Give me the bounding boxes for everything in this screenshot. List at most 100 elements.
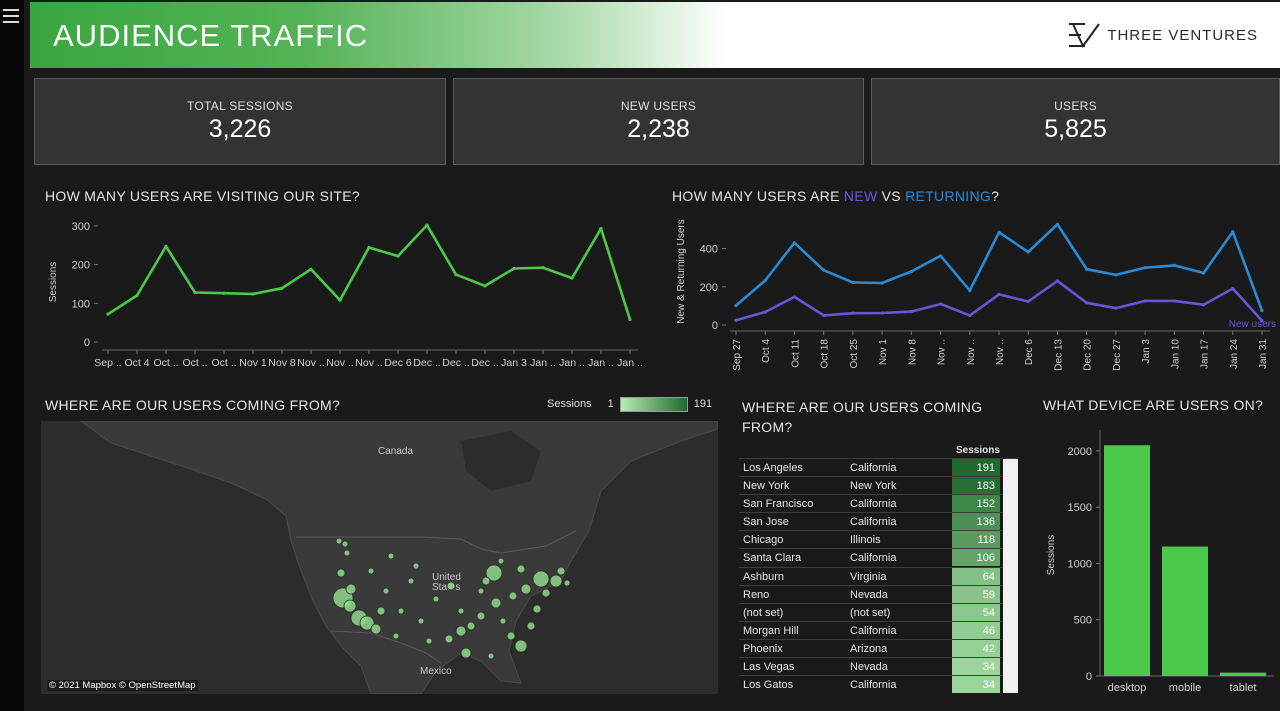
y-tick-label: 200 (700, 282, 718, 294)
hamburger-menu-icon[interactable] (3, 9, 19, 23)
table-row[interactable]: New York New York 183 (739, 476, 1018, 495)
data-point (909, 269, 913, 274)
cell-state: Nevada (850, 661, 888, 674)
cell-city: Phoenix (743, 642, 783, 655)
cell-sessions: 191 (952, 459, 1000, 476)
data-point (251, 292, 255, 296)
x-tick-label: Nov .. (995, 339, 1006, 365)
cell-sessions: 46 (952, 621, 1000, 639)
city-dot (514, 639, 528, 653)
data-point (628, 317, 632, 322)
city-dot (556, 566, 566, 576)
table-row[interactable]: Phoenix Arizona 42 (739, 638, 1018, 657)
table-row[interactable]: Los Gatos California 34 (739, 675, 1018, 694)
table-row[interactable]: Las Vegas Nevada 34 (739, 657, 1018, 676)
data-point (1172, 263, 1176, 267)
kpi-users: USERS 5,825 (871, 78, 1280, 165)
x-tick-label: Dec 6 (384, 357, 412, 369)
x-tick-label: Jan 3 (1141, 339, 1152, 364)
table-header-row: Sessions (739, 444, 1018, 458)
y-axis-title: Sessions (1046, 535, 1057, 576)
data-point (1231, 286, 1235, 291)
map-legend: Sessions 1 191 (547, 396, 712, 412)
data-point (851, 311, 855, 315)
city-dot (392, 632, 400, 640)
x-tick-label: Dec 20 (1083, 339, 1094, 371)
city-dot (444, 634, 454, 644)
cell-city: New York (743, 480, 790, 493)
table-row[interactable]: (not set) (not set) 54 (739, 602, 1018, 621)
data-point (1055, 279, 1060, 283)
table-row[interactable]: Morgan Hill California 46 (739, 620, 1018, 639)
city-dot (549, 574, 563, 588)
cell-sessions: 59 (952, 585, 1000, 603)
geo-table-title: WHERE ARE OUR USERS COMING FROM? (742, 399, 983, 435)
city-dot (417, 617, 425, 625)
x-tick-label: desktop (1108, 682, 1147, 694)
visits-chart-title: HOW MANY USERS ARE VISITING OUR SITE? (45, 188, 361, 204)
x-tick-label: Oct .. (182, 357, 207, 369)
x-tick-label: tablet (1230, 682, 1257, 694)
data-point (1201, 303, 1206, 307)
cell-state: California (850, 552, 897, 565)
series-line-new-users (735, 279, 1263, 322)
table-row[interactable]: San Francisco California 152 (739, 494, 1018, 513)
city-dot (343, 549, 351, 557)
new-users-series-label: New users (1229, 319, 1276, 330)
x-tick-label: Nov 1 (239, 357, 267, 369)
city-dot (345, 583, 357, 595)
city-dot (407, 577, 415, 585)
x-tick-label: Oct 4 (761, 339, 772, 363)
x-tick-label: Nov 8 (268, 357, 296, 369)
city-dot (532, 570, 550, 588)
city-dot (446, 581, 456, 591)
geo-map[interactable]: Canada United States Mexico © 2021 Mapbo… (41, 421, 718, 694)
dashboard-header: AUDIENCE TRAFFIC THREE VENTURES (30, 2, 1280, 68)
city-dot (476, 611, 486, 621)
data-point (1055, 222, 1060, 226)
data-point (1260, 309, 1264, 313)
cell-sessions: 152 (952, 495, 1000, 513)
x-tick-label: Dec .. (413, 357, 440, 369)
legend-color-ramp (619, 396, 688, 412)
table-row[interactable]: Chicago Illinois 118 (739, 530, 1018, 549)
city-dot (516, 564, 526, 574)
city-dot (343, 599, 357, 613)
cell-sessions: 106 (952, 549, 1000, 567)
city-dot (490, 597, 502, 609)
x-tick-label: Jan 24 (1229, 339, 1240, 369)
x-tick-label: Nov 1 (878, 339, 889, 366)
table-row[interactable]: Ashburn Virginia 64 (739, 566, 1018, 585)
data-point (1026, 299, 1030, 304)
cell-sessions: 136 (952, 513, 1000, 531)
table-scrollbar[interactable] (1003, 459, 1018, 693)
data-point (880, 281, 884, 285)
cell-sessions: 34 (952, 676, 1000, 694)
city-dot (563, 579, 571, 587)
x-tick-label: Sep 27 (732, 339, 743, 371)
data-point (1143, 299, 1147, 303)
city-dot (376, 606, 386, 616)
city-dot (532, 604, 542, 614)
data-point (338, 298, 342, 302)
table-row[interactable]: Reno Nevada 59 (739, 584, 1018, 603)
table-body: Los Angeles California 191 New York New York… (739, 458, 1018, 694)
city-session-dots (332, 537, 571, 660)
brand-logo: THREE VENTURES (1067, 22, 1258, 48)
geo-map-title: WHERE ARE OUR USERS COMING FROM? (45, 397, 341, 413)
city-dot (382, 587, 390, 595)
city-dot (506, 631, 516, 641)
y-tick-label: 1500 (1068, 502, 1092, 514)
x-tick-label: Dec 13 (1053, 339, 1064, 371)
table-row[interactable]: Los Angeles California 191 (739, 458, 1018, 476)
x-tick-label: Jan 3 (501, 357, 527, 369)
table-row[interactable]: San Jose California 136 (739, 512, 1018, 531)
x-tick-label: Jan 31 (1258, 339, 1269, 369)
brand-mark-icon (1069, 23, 1101, 48)
table-row[interactable]: Santa Clara California 106 (739, 548, 1018, 567)
data-point (734, 303, 738, 308)
kpi-label: TOTAL SESSIONS (186, 99, 293, 113)
city-dot (432, 595, 440, 603)
cell-city: Ashburn (743, 570, 784, 583)
x-tick-label: Jan .. (588, 357, 614, 369)
